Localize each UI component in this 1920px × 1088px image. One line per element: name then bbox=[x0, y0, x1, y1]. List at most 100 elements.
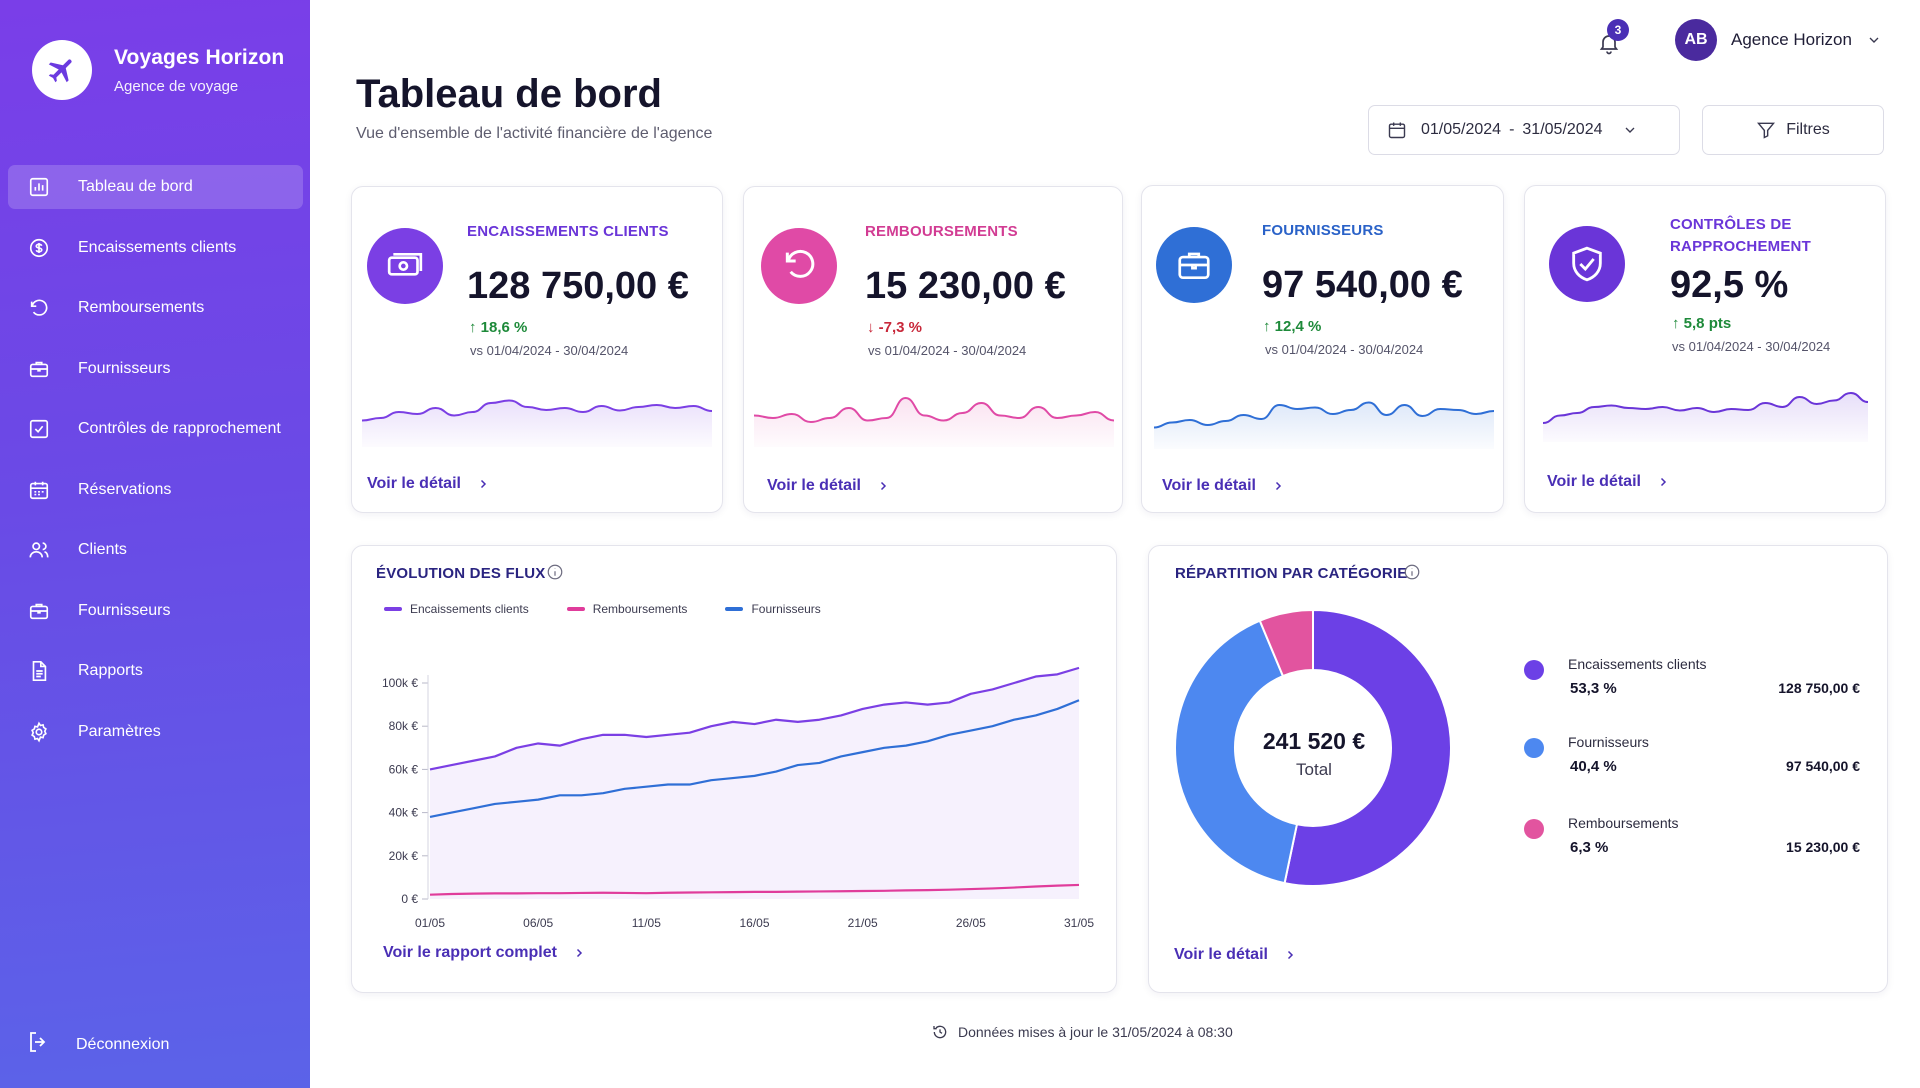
date-start: 01/05/2024 bbox=[1421, 121, 1502, 138]
kpi-delta: ↑ 5,8 pts bbox=[1672, 315, 1731, 332]
kpi-comparison: vs 01/04/2024 - 30/04/2024 bbox=[868, 343, 1027, 358]
sparkline-chart bbox=[754, 396, 1114, 447]
last-updated-text: Données mises à jour le 31/05/2024 à 08:… bbox=[958, 1024, 1233, 1040]
kpi-label: FOURNISSEURS bbox=[1262, 222, 1384, 239]
filters-button[interactable]: Filtres bbox=[1702, 105, 1884, 155]
kpi-value: 128 750,00 € bbox=[467, 265, 689, 307]
briefcase-icon bbox=[1156, 227, 1232, 303]
filters-label: Filtres bbox=[1786, 121, 1830, 138]
link-label: Voir le rapport complet bbox=[383, 944, 557, 961]
sidebar-item-label: Remboursements bbox=[78, 299, 205, 316]
arrow-down-icon: ↓ bbox=[867, 319, 875, 336]
category-percent: 53,3 % bbox=[1570, 680, 1617, 697]
briefcase-icon bbox=[26, 598, 52, 624]
undo-arrow-icon bbox=[26, 295, 52, 321]
link-label: Voir le détail bbox=[767, 477, 861, 494]
x-tick-label: 11/05 bbox=[632, 916, 661, 930]
calendar-icon bbox=[26, 477, 52, 503]
dollar-circle-icon bbox=[26, 235, 52, 261]
chevron-right-icon bbox=[576, 948, 583, 958]
full-report-link[interactable]: Voir le rapport complet bbox=[383, 944, 585, 962]
date-end: 31/05/2024 bbox=[1522, 121, 1603, 138]
kpi-delta-value: 12,4 % bbox=[1274, 318, 1322, 335]
chevron-right-icon bbox=[880, 481, 887, 491]
voir-detail-link[interactable]: Voir le détail bbox=[1174, 946, 1296, 964]
category-name: Encaissements clients bbox=[1568, 656, 1707, 672]
kpi-label: CONTRÔLES DE RAPPROCHEMENT bbox=[1670, 216, 1811, 255]
sparkline-chart bbox=[362, 399, 712, 447]
link-label: Voir le détail bbox=[1547, 473, 1641, 490]
brand-subtitle: Agence de voyage bbox=[114, 77, 239, 95]
kpi-delta: ↓ -7,3 % bbox=[867, 319, 922, 336]
legend-label: Fournisseurs bbox=[751, 602, 821, 616]
voir-detail-link[interactable]: Voir le détail bbox=[1162, 477, 1284, 495]
legend-swatch bbox=[566, 607, 585, 611]
sidebar-item-clients[interactable]: Clients bbox=[8, 528, 303, 572]
sidebar-item-encaissements[interactable]: Encaissements clients bbox=[8, 226, 303, 270]
date-range-picker[interactable]: 01/05/2024 - 31/05/2024 bbox=[1368, 105, 1680, 155]
user-menu[interactable]: AB Agence Horizon bbox=[1675, 19, 1882, 61]
sidebar-item-fournisseurs[interactable]: Fournisseurs bbox=[8, 347, 303, 391]
sidebar-item-label: Réservations bbox=[78, 480, 172, 498]
sidebar-item-controles[interactable]: Contrôles de rapprochement bbox=[8, 407, 303, 451]
sparkline-area bbox=[1154, 402, 1494, 449]
voir-detail-link[interactable]: Voir le détail bbox=[367, 475, 489, 493]
legend-item: Encaissements clients bbox=[384, 602, 529, 616]
airplane-logo-icon bbox=[32, 40, 92, 100]
sidebar-item-label: Fournisseurs bbox=[78, 359, 171, 377]
donut-slice bbox=[1283, 608, 1452, 887]
x-tick-label: 01/05 bbox=[415, 916, 445, 930]
sparkline-line bbox=[1154, 401, 1494, 429]
category-name: Remboursements bbox=[1568, 815, 1679, 831]
category-percent: 6,3 % bbox=[1570, 839, 1609, 856]
chevron-down-icon bbox=[1626, 127, 1635, 133]
shield-check-icon bbox=[1549, 226, 1625, 302]
page-title: Tableau de bord bbox=[356, 72, 662, 116]
sidebar: Voyages Horizon Agence de voyage Tableau… bbox=[0, 0, 310, 1088]
sidebar-item-tableau-de-bord[interactable]: Tableau de bord bbox=[8, 165, 303, 209]
briefcase-icon bbox=[26, 356, 52, 382]
sidebar-item-parametres[interactable]: Paramètres bbox=[8, 710, 303, 754]
sparkline-chart bbox=[1154, 401, 1494, 449]
sidebar-item-remboursements[interactable]: Remboursements bbox=[8, 286, 303, 330]
link-label: Voir le détail bbox=[1162, 477, 1256, 494]
flux-line-chart: 0 € 20k € 40k € 60k € 80k € 100k € 01/05 06/05 1… bbox=[382, 666, 1094, 930]
voir-detail-link[interactable]: Voir le détail bbox=[1547, 473, 1669, 491]
y-tick-label: 80k € bbox=[389, 719, 419, 733]
info-icon[interactable] bbox=[546, 563, 564, 581]
kpi-card-fournisseurs: FOURNISSEURS 97 540,00 € ↑ 12,4 % vs 01/… bbox=[1141, 185, 1504, 513]
voir-detail-link[interactable]: Voir le détail bbox=[767, 477, 889, 495]
info-icon[interactable] bbox=[1403, 563, 1421, 581]
page-subtitle: Vue d'ensemble de l'activité financière … bbox=[356, 125, 713, 142]
category-row: Encaissements clients 53,3 % 128 750,00 … bbox=[1524, 656, 1860, 706]
kpi-value: 97 540,00 € bbox=[1262, 264, 1463, 306]
sparkline-area bbox=[1543, 393, 1868, 442]
brand-name: Voyages Horizon bbox=[114, 45, 285, 69]
panel-title: RÉPARTITION PAR CATÉGORIE bbox=[1175, 565, 1408, 582]
series-line bbox=[429, 883, 1080, 896]
sidebar-item-label: Rapports bbox=[78, 662, 143, 679]
kpi-card-encaissements: ENCAISSEMENTS CLIENTS 128 750,00 € ↑ 18,… bbox=[351, 186, 723, 513]
logout-label: Déconnexion bbox=[76, 1035, 170, 1053]
link-label: Voir le détail bbox=[367, 475, 461, 492]
avatar: AB bbox=[1675, 19, 1717, 61]
x-tick-label: 26/05 bbox=[956, 916, 986, 930]
kpi-label: REMBOURSEMENTS bbox=[865, 223, 1018, 240]
category-dot bbox=[1524, 660, 1544, 680]
sidebar-item-rapports[interactable]: Rapports bbox=[8, 649, 303, 693]
sidebar-item-reservations[interactable]: Réservations bbox=[8, 468, 303, 512]
sidebar-item-fournisseurs-2[interactable]: Fournisseurs bbox=[8, 589, 303, 633]
donut-slice bbox=[1174, 619, 1299, 885]
sidebar-item-label: Clients bbox=[78, 541, 127, 558]
sparkline-line bbox=[754, 396, 1114, 424]
donut-slice bbox=[1258, 608, 1314, 678]
y-tick-label: 60k € bbox=[389, 762, 419, 776]
sidebar-item-label: Fournisseurs bbox=[78, 601, 171, 619]
chart-legend: Encaissements clients Remboursements Fou… bbox=[384, 602, 859, 616]
logout-button[interactable]: Déconnexion bbox=[26, 1030, 169, 1059]
category-dot bbox=[1524, 738, 1544, 758]
brand[interactable]: Voyages Horizon Agence de voyage bbox=[32, 40, 284, 100]
series-line bbox=[429, 666, 1080, 771]
kpi-comparison: vs 01/04/2024 - 30/04/2024 bbox=[470, 343, 629, 358]
sparkline-chart bbox=[1543, 391, 1868, 442]
